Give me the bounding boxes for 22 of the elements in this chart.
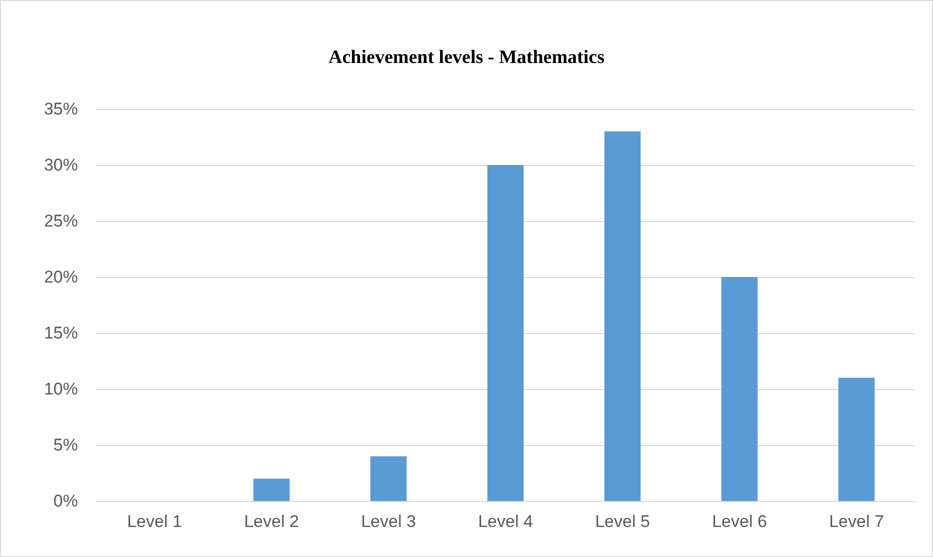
x-tick-label: Level 4 [478, 512, 533, 531]
y-tick-label: 20% [44, 268, 78, 286]
x-tick-label: Level 6 [712, 512, 767, 531]
x-tick-label: Level 2 [244, 512, 299, 531]
bar [253, 478, 290, 501]
x-tick-label: Level 7 [829, 512, 884, 531]
bar [838, 378, 875, 501]
y-tick-label: 25% [44, 212, 78, 230]
chart-title: Achievement levels - Mathematics [328, 47, 604, 68]
y-tick-label: 10% [44, 380, 78, 398]
y-tick-label: 15% [44, 324, 78, 342]
bar [721, 277, 758, 501]
y-tick-label: 0% [53, 492, 78, 510]
x-tick-label: Level 1 [127, 512, 182, 531]
y-tick-label: 35% [44, 100, 78, 118]
bar [604, 131, 641, 501]
x-tick-label: Level 5 [595, 512, 650, 531]
y-tick-label: 30% [44, 156, 78, 174]
bar [370, 456, 407, 501]
bar [487, 165, 524, 501]
y-tick-label: 5% [53, 436, 78, 454]
x-tick-label: Level 3 [361, 512, 416, 531]
